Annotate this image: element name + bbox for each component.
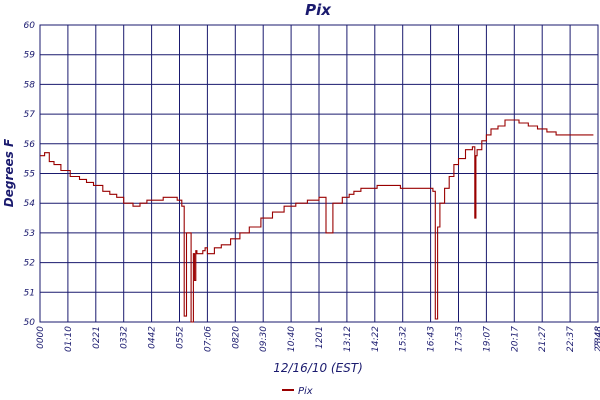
y-tick-label: 57 bbox=[24, 110, 36, 120]
x-tick-label: 0221 bbox=[92, 326, 102, 349]
x-tick-label: 1201 bbox=[315, 326, 325, 349]
legend: Pix bbox=[282, 386, 313, 397]
y-tick-label: 56 bbox=[24, 140, 36, 150]
x-tick-label: 20:17 bbox=[510, 326, 520, 352]
y-axis-label: Degrees F bbox=[2, 138, 16, 207]
x-tick-label: 07:06 bbox=[203, 326, 213, 352]
x-tick-label: 10:40 bbox=[287, 326, 297, 352]
x-axis-label: 12/16/10 (EST) bbox=[273, 361, 363, 375]
x-tick-label: 2348 bbox=[594, 326, 600, 349]
y-tick-label: 52 bbox=[24, 259, 36, 269]
y-tick-label: 54 bbox=[24, 199, 36, 209]
y-tick-label: 50 bbox=[24, 318, 36, 328]
x-tick-label: 16:43 bbox=[427, 326, 437, 352]
y-tick-label: 58 bbox=[24, 80, 36, 90]
chart-title: Pix bbox=[305, 1, 332, 19]
x-tick-label: 23:48 bbox=[594, 326, 600, 352]
x-tick-label: 21:27 bbox=[538, 326, 548, 352]
x-tick-label: 22:37 bbox=[566, 326, 576, 352]
series-lines bbox=[40, 119, 594, 323]
x-tick-label: 19:07 bbox=[482, 326, 492, 352]
x-tick-label: 0552 bbox=[176, 326, 186, 349]
x-tick-label: 09:30 bbox=[259, 326, 269, 352]
x-tick-label: 13:12 bbox=[343, 326, 353, 352]
y-tick-label: 51 bbox=[24, 288, 35, 298]
x-tick-label: 15:32 bbox=[399, 326, 409, 352]
y-tick-label: 60 bbox=[24, 21, 36, 31]
grid-lines bbox=[40, 25, 598, 322]
y-tick-label: 59 bbox=[24, 51, 36, 61]
legend-label: Pix bbox=[298, 386, 313, 397]
x-tick-label: 14:22 bbox=[371, 326, 381, 352]
y-tick-label: 55 bbox=[24, 170, 36, 180]
x-tick-label: 0000 bbox=[36, 326, 46, 349]
y-tick-label: 53 bbox=[24, 229, 36, 239]
series-line-pix bbox=[40, 119, 594, 323]
x-tick-label: 0820 bbox=[231, 326, 241, 349]
x-tick-label: 01:10 bbox=[64, 326, 74, 352]
y-tick-labels: 50 51 52 53 54 55 56 57 58 59 60 bbox=[24, 21, 36, 328]
x-tick-label: 0332 bbox=[120, 326, 130, 349]
x-tick-label: 17:53 bbox=[455, 326, 465, 352]
x-tick-labels: 0000 01:10 0221 0332 0442 0552 07:06 0820 09:30 1… bbox=[36, 326, 600, 352]
x-tick-label: 0442 bbox=[148, 326, 158, 349]
